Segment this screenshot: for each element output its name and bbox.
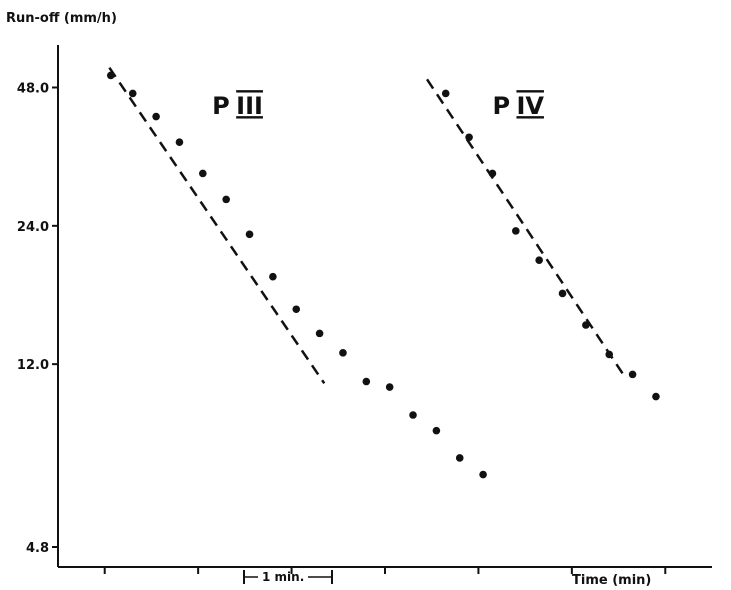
data-point-series-1 bbox=[339, 349, 347, 357]
data-point-series-1 bbox=[106, 71, 115, 80]
data-point-series-1 bbox=[128, 89, 137, 98]
data-points bbox=[106, 71, 660, 479]
data-point-series-1 bbox=[409, 411, 417, 419]
y-axis-label: Run-off (mm/h) bbox=[6, 11, 117, 26]
data-point-series-1 bbox=[152, 112, 160, 121]
data-point-series-2 bbox=[582, 321, 590, 329]
scale-bar-label: 1 min. bbox=[262, 570, 304, 584]
data-point-series-1 bbox=[479, 470, 487, 479]
fit-line-series-1 bbox=[108, 67, 326, 385]
scale-bar: 1 min. bbox=[243, 570, 333, 584]
fit-line-series-2 bbox=[426, 78, 625, 376]
data-point-series-2 bbox=[535, 256, 543, 265]
data-point-series-2 bbox=[558, 289, 567, 298]
data-point-series-1 bbox=[222, 195, 230, 204]
data-point-series-2 bbox=[652, 392, 660, 401]
y-tick-label: 48.0 bbox=[17, 82, 49, 97]
data-point-series-1 bbox=[199, 169, 207, 178]
data-point-series-2 bbox=[465, 133, 473, 142]
data-point-series-1 bbox=[455, 454, 464, 462]
data-point-series-1 bbox=[385, 383, 394, 391]
data-point-series-1 bbox=[432, 426, 441, 435]
data-point-series-1 bbox=[315, 329, 324, 338]
data-point-series-2 bbox=[488, 169, 497, 178]
x-axis-label: Time (min) bbox=[572, 573, 651, 588]
series-label-numeral: IV bbox=[516, 92, 544, 120]
series-label-numeral: III bbox=[236, 92, 263, 120]
data-point-series-2 bbox=[628, 370, 637, 379]
data-point-series-1 bbox=[362, 377, 371, 386]
fit-lines bbox=[108, 67, 625, 385]
data-point-series-1 bbox=[245, 230, 254, 239]
data-point-series-2 bbox=[441, 89, 450, 98]
y-tick-label: 4.8 bbox=[26, 541, 49, 556]
x-ticks bbox=[103, 567, 667, 574]
data-point-series-1 bbox=[175, 138, 184, 146]
data-point-series-2 bbox=[512, 227, 520, 235]
data-point-series-1 bbox=[269, 272, 277, 281]
y-ticks: 48.0 24.0 12.0 4.8 bbox=[17, 82, 58, 556]
y-tick-label: 24.0 bbox=[17, 220, 49, 235]
series-label-prefix: P bbox=[492, 92, 510, 120]
series-label-prefix: P bbox=[212, 92, 230, 120]
y-tick-label: 12.0 bbox=[17, 358, 49, 373]
series-labels: P III P IV bbox=[212, 92, 544, 120]
data-point-series-1 bbox=[292, 305, 301, 314]
data-point-series-2 bbox=[605, 350, 614, 359]
